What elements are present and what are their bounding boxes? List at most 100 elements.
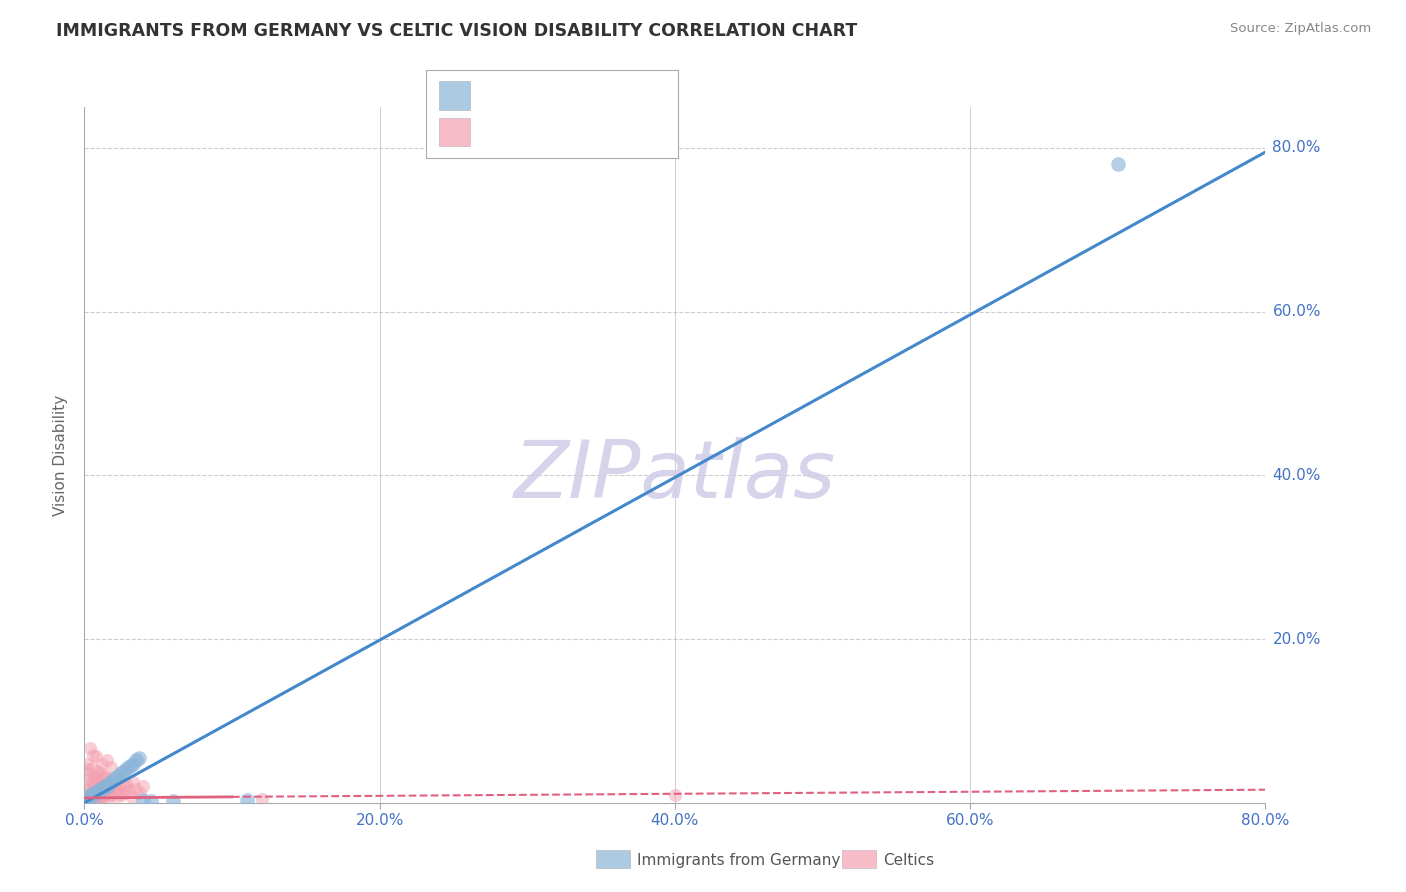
Point	[83, 787, 105, 801]
Point	[132, 779, 155, 793]
Point	[1107, 157, 1129, 171]
Point	[94, 779, 117, 793]
Point	[96, 779, 118, 793]
Point	[121, 790, 143, 805]
Point	[250, 791, 273, 805]
Point	[104, 780, 127, 795]
Point	[93, 770, 115, 784]
Point	[110, 789, 132, 803]
Point	[84, 792, 107, 806]
Point	[75, 794, 97, 808]
Point	[82, 748, 104, 763]
Point	[105, 789, 128, 804]
Point	[112, 764, 135, 778]
Text: 40.0%: 40.0%	[1272, 468, 1320, 483]
Point	[235, 793, 259, 807]
Point	[87, 765, 111, 780]
Point	[100, 760, 122, 774]
Point	[122, 774, 145, 789]
Point	[139, 794, 162, 808]
Point	[80, 775, 103, 789]
Point	[75, 790, 97, 805]
Point	[82, 780, 104, 795]
Text: R = 0.062   N = 75: R = 0.062 N = 75	[477, 122, 634, 140]
Point	[87, 785, 111, 799]
Point	[86, 774, 108, 789]
Point	[115, 761, 138, 775]
Point	[110, 766, 132, 780]
Point	[91, 780, 114, 795]
Point	[77, 793, 100, 807]
Point	[98, 776, 121, 790]
Point	[107, 769, 129, 783]
Point	[86, 790, 108, 805]
Point	[103, 779, 125, 793]
Point	[86, 782, 108, 797]
Point	[79, 779, 101, 793]
Point	[75, 793, 97, 807]
Point	[83, 791, 105, 805]
Point	[86, 764, 108, 778]
Point	[82, 793, 104, 807]
Point	[96, 753, 118, 767]
Point	[112, 786, 135, 800]
Point	[120, 759, 142, 773]
Point	[129, 786, 152, 800]
Point	[128, 751, 150, 765]
Point	[122, 756, 145, 771]
Point	[114, 777, 136, 791]
Point	[107, 783, 129, 797]
Point	[76, 792, 98, 806]
Point	[96, 780, 118, 795]
Point	[80, 792, 103, 806]
Point	[97, 790, 120, 805]
Text: Immigrants from Germany: Immigrants from Germany	[637, 853, 841, 868]
Point	[79, 794, 101, 808]
Point	[162, 794, 184, 808]
Point	[93, 769, 115, 783]
Point	[101, 781, 124, 796]
Point	[76, 757, 98, 772]
Point	[76, 766, 98, 780]
Point	[80, 761, 103, 775]
Point	[77, 790, 100, 805]
Point	[83, 788, 105, 802]
Point	[82, 786, 104, 800]
Point	[90, 777, 112, 791]
Point	[132, 793, 155, 807]
Point	[93, 789, 115, 804]
Point	[80, 789, 103, 804]
Point	[83, 771, 105, 785]
Text: Source: ZipAtlas.com: Source: ZipAtlas.com	[1230, 22, 1371, 36]
Point	[125, 753, 148, 767]
Point	[103, 785, 125, 799]
Point	[79, 789, 101, 803]
Point	[104, 771, 127, 785]
Point	[98, 782, 121, 797]
Point	[97, 772, 120, 786]
Point	[91, 789, 114, 803]
Point	[83, 771, 105, 785]
Point	[75, 792, 97, 806]
Point	[100, 788, 122, 802]
Point	[125, 781, 148, 796]
Y-axis label: Vision Disability: Vision Disability	[53, 394, 69, 516]
Point	[87, 781, 111, 796]
Text: ZIPatlas: ZIPatlas	[513, 437, 837, 515]
Point	[79, 789, 101, 803]
Point	[664, 789, 686, 803]
Point	[87, 791, 111, 805]
Point	[77, 772, 100, 786]
Point	[79, 741, 101, 756]
Point	[82, 788, 104, 802]
Point	[76, 782, 98, 797]
Point	[114, 780, 136, 795]
Point	[76, 794, 98, 808]
Point	[91, 756, 114, 771]
Text: R = 0.925   N = 26: R = 0.925 N = 26	[477, 87, 634, 104]
Point	[77, 790, 100, 805]
Text: Celtics: Celtics	[883, 853, 934, 868]
Text: IMMIGRANTS FROM GERMANY VS CELTIC VISION DISABILITY CORRELATION CHART: IMMIGRANTS FROM GERMANY VS CELTIC VISION…	[56, 22, 858, 40]
Point	[94, 787, 117, 801]
Text: 80.0%: 80.0%	[1272, 140, 1320, 155]
